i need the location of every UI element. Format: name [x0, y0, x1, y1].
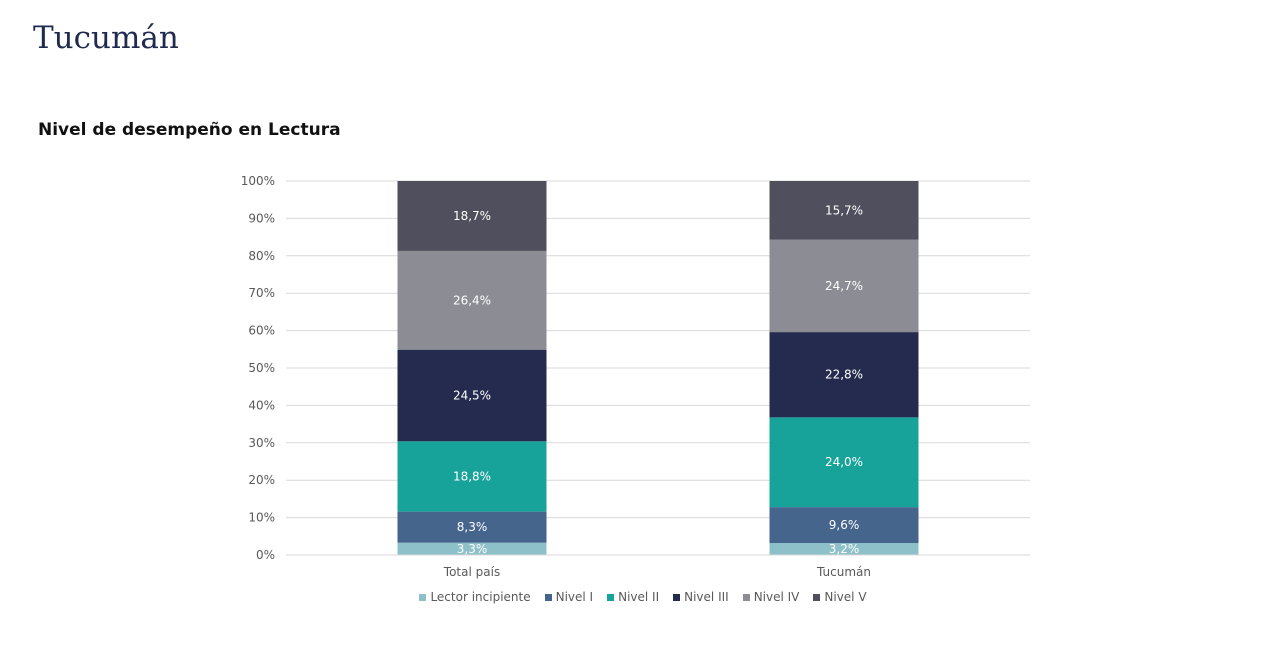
legend-label: Nivel IV — [753, 590, 800, 604]
data-label: 24,0% — [825, 455, 863, 469]
legend-item: Lector incipiente — [419, 590, 531, 604]
data-label: 15,7% — [825, 203, 863, 217]
bar-segment — [397, 250, 547, 350]
legend-label: Nivel II — [618, 590, 660, 604]
data-label: 3,3% — [457, 542, 488, 556]
legend-swatch — [544, 593, 552, 601]
x-tick-label: Total país — [443, 565, 500, 579]
legend-swatch — [607, 593, 615, 601]
y-tick-label: 70% — [248, 286, 275, 300]
y-tick-label: 80% — [248, 249, 275, 263]
legend-swatch — [419, 593, 427, 601]
y-axis: 0% 10% 20% 30% 40% 50% 60% 70% 80% 90% 100% — [241, 174, 275, 562]
y-tick-label: 100% — [241, 174, 275, 188]
legend-item: Nivel I — [544, 590, 594, 604]
bar-segment — [769, 507, 919, 544]
legend-swatch — [813, 593, 821, 601]
bar-segment — [769, 332, 919, 418]
data-label: 18,7% — [453, 209, 491, 223]
y-tick-label: 0% — [256, 548, 275, 562]
y-tick-label: 40% — [248, 398, 275, 412]
legend-item: Nivel V — [813, 590, 867, 604]
legend: Lector incipiente Nivel I Nivel II Nivel II… — [0, 590, 1264, 604]
y-tick-label: 20% — [248, 473, 275, 487]
bar-segment — [397, 349, 547, 442]
data-label: 18,8% — [453, 469, 491, 483]
data-label: 3,2% — [829, 542, 860, 556]
bar-segment — [769, 543, 919, 555]
bars: 3,3% 8,3% 18,8% 24,5% 26,4% 18,7% 3,2% 9,6% 24,0… — [397, 181, 919, 556]
data-label: 8,3% — [457, 520, 488, 534]
data-label: 24,5% — [453, 388, 491, 402]
data-label: 22,8% — [825, 368, 863, 382]
bar-segment — [397, 181, 547, 251]
data-label: 24,7% — [825, 279, 863, 293]
legend-item: Nivel III — [673, 590, 729, 604]
bar-segment — [397, 511, 547, 543]
page-title: Tucumán — [33, 20, 179, 56]
x-axis: Total país Tucumán — [286, 554, 1030, 579]
y-tick-label: 90% — [248, 211, 275, 225]
legend-label: Lector incipiente — [430, 590, 531, 604]
bar-segment — [397, 441, 547, 512]
y-tick-label: 60% — [248, 324, 275, 338]
y-tick-label: 30% — [248, 436, 275, 450]
data-label: 26,4% — [453, 293, 491, 307]
legend-label: Nivel III — [684, 590, 729, 604]
chart-title: Nivel de desempeño en Lectura — [38, 120, 341, 140]
bar-segment — [769, 239, 919, 333]
legend-label: Nivel I — [555, 590, 594, 604]
y-tick-label: 50% — [248, 361, 275, 375]
legend-item: Nivel IV — [742, 590, 800, 604]
bar-segment — [769, 417, 919, 508]
legend-label: Nivel V — [824, 590, 867, 604]
data-label: 9,6% — [829, 518, 860, 532]
y-tick-label: 10% — [248, 511, 275, 525]
bar-segment — [397, 542, 547, 555]
x-tick-label: Tucumán — [816, 565, 871, 579]
bar-segment — [769, 181, 919, 240]
legend-swatch — [742, 593, 750, 601]
legend-item: Nivel II — [607, 590, 659, 604]
legend-swatch — [673, 593, 681, 601]
